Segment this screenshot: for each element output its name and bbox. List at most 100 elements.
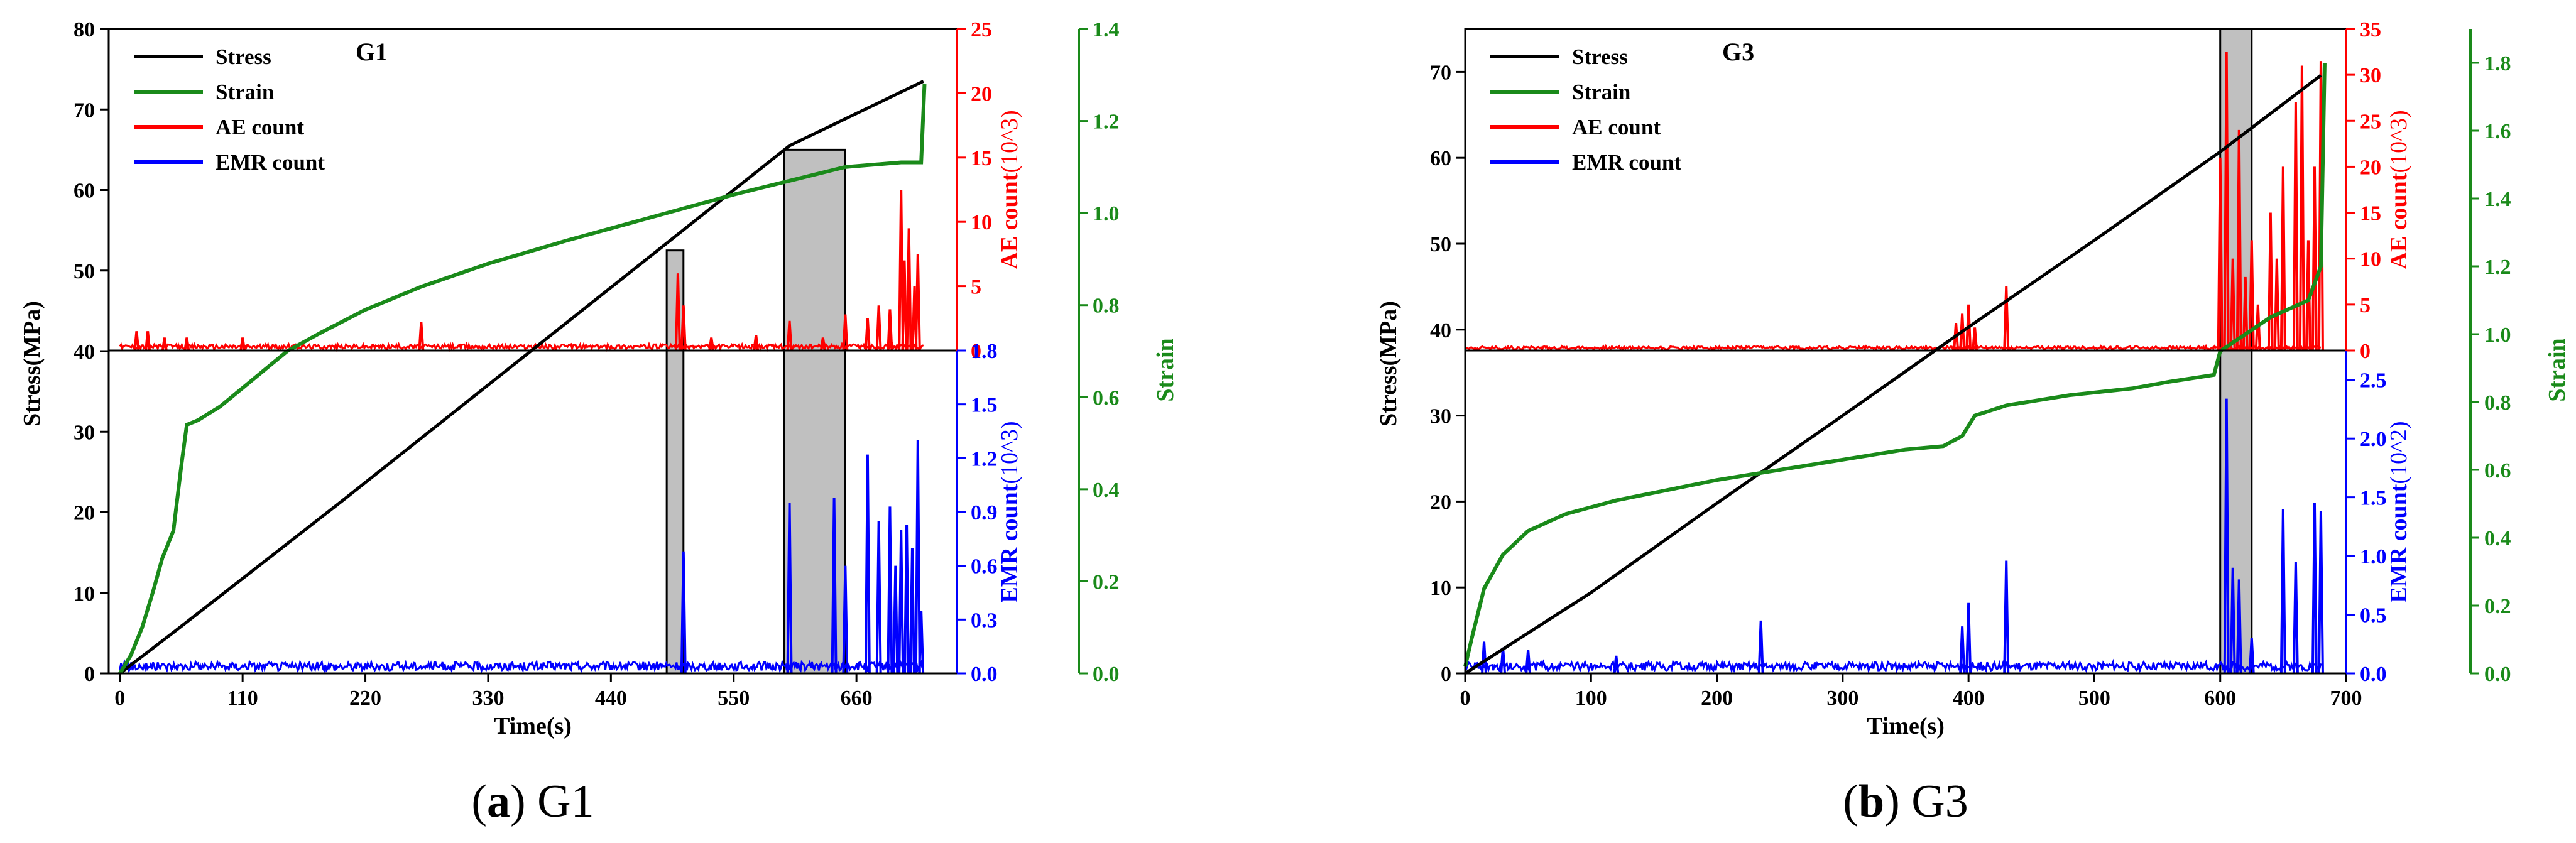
ae-count-spike <box>901 260 908 351</box>
stress-tick-label: 30 <box>74 421 95 444</box>
x-tick-label: 0 <box>114 687 125 710</box>
emr-count-spike <box>2229 567 2236 674</box>
x-tick-label: 440 <box>595 687 627 710</box>
stress-tick-label: 10 <box>74 582 95 606</box>
emr-count-spike <box>2003 560 2010 674</box>
ae-count-spike <box>161 337 168 351</box>
strain-tick-label: 1.0 <box>2484 324 2511 347</box>
emr-count-spike <box>1481 641 1488 674</box>
ae-count-spike <box>864 318 871 351</box>
stress-axis-label: Stress(MPa) <box>19 301 45 427</box>
emr-count-spike <box>2292 562 2299 674</box>
emr-axis-label: EMR count(10^3) <box>996 421 1023 602</box>
stress-tick-label: 10 <box>1430 577 1451 600</box>
emr-count-spike <box>903 524 910 674</box>
strain-tick-label: 1.4 <box>2484 188 2511 211</box>
ae-count-spike <box>887 309 893 351</box>
stress-tick-label: 80 <box>74 18 95 41</box>
panel-caption: (b) G3 <box>1843 776 1968 827</box>
ae-count-spike <box>1972 327 1978 351</box>
ae-count-spike <box>2292 102 2299 351</box>
ae-count-spike <box>680 305 687 351</box>
emr-count-spike <box>2235 579 2242 674</box>
legend-label: Strain <box>1572 80 1630 104</box>
x-tick-label: 200 <box>1701 687 1733 710</box>
stress-tick-label: 20 <box>74 502 95 525</box>
emr-count-baseline <box>119 658 925 674</box>
ae-count-spike <box>875 305 882 351</box>
strain-tick-label: 0.6 <box>1093 386 1120 410</box>
x-tick-label: 600 <box>2204 687 2236 710</box>
stress-tick-label: 70 <box>1430 61 1451 84</box>
ae-count-spike <box>786 320 793 351</box>
ae-count-spike <box>2235 129 2242 351</box>
ae-tick-label: 15 <box>971 147 992 170</box>
chart-title: G1 <box>356 38 388 66</box>
strain-tick-label: 0.2 <box>1093 570 1120 594</box>
chart-panel-b: 0 100 200 300 400 500 600 700Time(s)01020304050… <box>1375 18 2570 827</box>
emr-axis-label: EMR count(10^2) <box>2386 421 2412 602</box>
x-tick-label: 500 <box>2078 687 2110 710</box>
strain-axis-label: Strain <box>2544 338 2570 401</box>
x-axis-label: Time(s) <box>1867 713 1945 739</box>
emr-count-spike <box>1965 602 1972 674</box>
emr-count-spike <box>842 565 849 674</box>
ae-count-baseline <box>1464 344 2322 352</box>
ae-tick-label: 10 <box>971 211 992 234</box>
stress-line <box>119 80 924 675</box>
x-tick-label: 400 <box>1953 687 1985 710</box>
x-tick-label: 220 <box>349 687 381 710</box>
ae-tick-label: 25 <box>2360 110 2381 133</box>
ae-tick-label: 20 <box>2360 156 2381 179</box>
ae-count-spike <box>842 314 849 351</box>
emr-count-spike <box>1613 655 1620 674</box>
ae-count-spike <box>133 331 140 351</box>
chart-title: G3 <box>1722 38 1754 66</box>
emr-count-spike <box>2317 511 2324 674</box>
strain-tick-label: 0.0 <box>2484 663 2511 686</box>
x-tick-label: 110 <box>227 687 258 710</box>
emr-count-spike <box>680 551 687 674</box>
strain-tick-label: 0.4 <box>1093 479 1120 502</box>
ae-count-spike <box>898 189 905 351</box>
strain-tick-label: 1.6 <box>2484 120 2511 143</box>
legend-label: EMR count <box>1572 150 1681 175</box>
emr-count-spike <box>1525 650 1532 674</box>
stress-tick-label: 60 <box>1430 147 1451 170</box>
emr-tick-label: 1.8 <box>971 340 998 363</box>
x-tick-label: 300 <box>1826 687 1858 710</box>
ae-tick-label: 10 <box>2360 248 2381 271</box>
stress-tick-label: 70 <box>74 99 95 122</box>
ae-tick-label: 5 <box>971 276 981 299</box>
stress-tick-label: 20 <box>1430 491 1451 514</box>
strain-tick-label: 1.2 <box>1093 111 1120 134</box>
emr-tick-label: 0.3 <box>971 609 998 632</box>
emr-count-spike <box>875 521 882 674</box>
emr-tick-label: 0.6 <box>971 555 998 579</box>
strain-tick-label: 0.2 <box>2484 595 2511 618</box>
emr-count-spike <box>914 440 921 674</box>
ae-count-spike <box>2248 240 2255 351</box>
ae-count-spike <box>905 228 912 351</box>
emr-tick-label: 1.0 <box>2360 545 2387 568</box>
x-tick-label: 100 <box>1575 687 1607 710</box>
emr-tick-label: 1.2 <box>971 447 998 470</box>
strain-tick-label: 1.0 <box>1093 202 1120 226</box>
strain-tick-label: 0.8 <box>2484 391 2511 415</box>
ae-count-spike <box>2242 276 2249 351</box>
ae-count-spike <box>2298 65 2305 351</box>
x-tick-label: 700 <box>2330 687 2362 710</box>
ae-axis-label: AE count(10^3) <box>996 110 1023 269</box>
chart-panel-a: 0 110 220 330 440 550 660Time(s)01020304050607… <box>19 18 1179 827</box>
strain-tick-label: 1.2 <box>2484 256 2511 279</box>
x-axis-label: Time(s) <box>494 713 572 739</box>
ae-tick-label: 25 <box>971 18 992 41</box>
ae-tick-label: 35 <box>2360 18 2381 41</box>
emr-count-spike <box>2223 398 2230 674</box>
ae-axis-label: AE count(10^3) <box>2386 110 2412 269</box>
emr-count-spike <box>864 454 871 674</box>
emr-count-spike <box>909 548 915 674</box>
panel-caption: (a) G1 <box>471 776 594 827</box>
ae-tick-label: 15 <box>2360 202 2381 226</box>
ae-count-baseline <box>119 341 924 352</box>
